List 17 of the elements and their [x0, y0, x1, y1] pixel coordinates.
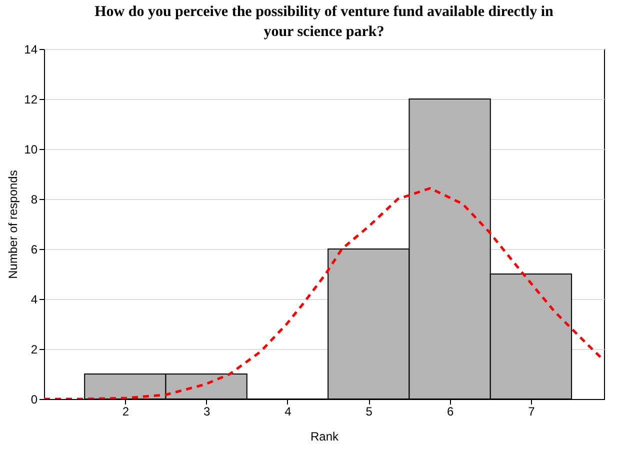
y-tick-label: 14 [24, 42, 38, 56]
chart-title: How do you perceive the possibility of venture fund available directly in your science park? [94, 4, 554, 40]
x-tick-label: 3 [203, 404, 210, 418]
x-tick-label: 6 [446, 404, 454, 418]
y-tick-label: 0 [30, 392, 38, 406]
x-tick-label: 7 [528, 404, 536, 418]
y-tick-label: 6 [30, 242, 38, 256]
y-tick-label: 4 [30, 292, 38, 306]
x-tick-label: 4 [284, 404, 292, 418]
y-tick-label: 10 [24, 142, 38, 156]
y-tick-label: 8 [30, 192, 38, 206]
y-tick-label: 2 [30, 342, 38, 356]
y-tick-label: 12 [24, 92, 38, 106]
x-axis-title: Rank [310, 430, 340, 444]
x-tick-label: 5 [366, 404, 373, 418]
y-axis-title: Number of responds [6, 170, 20, 279]
x-tick-label: 2 [122, 404, 130, 418]
